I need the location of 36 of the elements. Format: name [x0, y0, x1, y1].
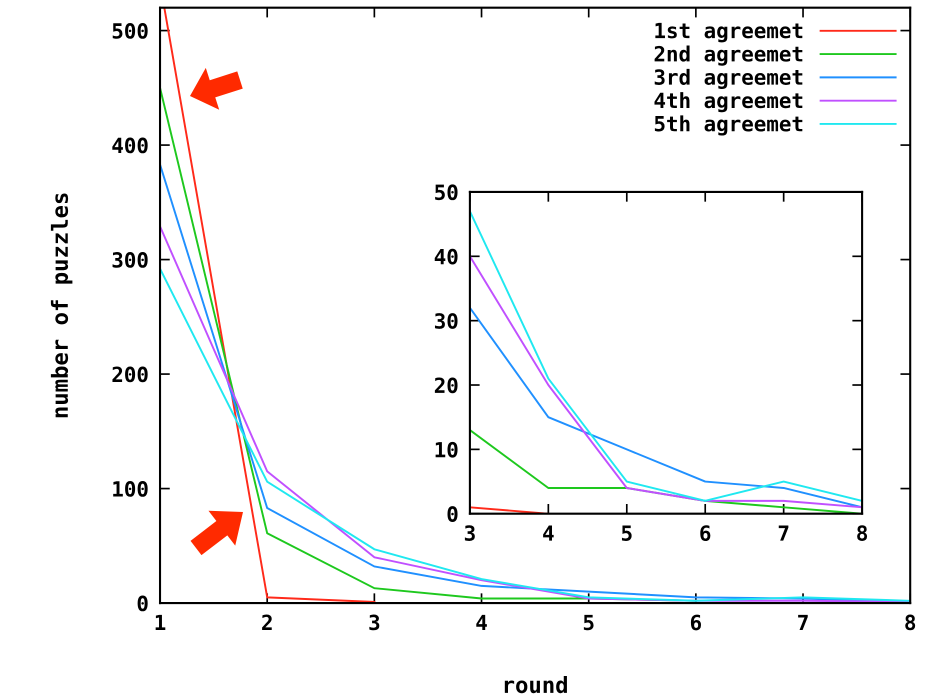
y-tick-label: 100	[113, 481, 148, 497]
line-series	[470, 255, 862, 508]
y-axis-title: number of puzzles	[50, 193, 72, 418]
y-tick-label: 40	[434, 248, 458, 265]
y-tick-label: 20	[434, 377, 458, 394]
legend-label: 2nd agreemet	[654, 46, 802, 66]
x-tick-label: 4	[476, 614, 487, 630]
legend-label: 5th agreemet	[654, 115, 802, 136]
y-tick-label: 0	[138, 596, 148, 612]
x-tick-label: 8	[857, 525, 868, 541]
x-tick-label: 6	[690, 614, 702, 630]
y-tick-label: 50	[435, 184, 458, 200]
x-tick-label: 5	[622, 525, 632, 541]
x-tick-label: 7	[798, 614, 808, 630]
legend-label: 1st agreemet	[655, 22, 802, 42]
y-tick-label: 30	[434, 313, 458, 329]
x-tick-label: 2	[262, 614, 272, 630]
x-tick-label: 5	[584, 614, 594, 630]
y-tick-label: 400	[112, 138, 148, 154]
x-tick-label: 7	[778, 525, 788, 541]
x-tick-label: 4	[543, 525, 554, 541]
legend-label: 4th agreemet	[654, 92, 802, 112]
line-series	[470, 210, 862, 502]
x-tick-label: 3	[464, 525, 475, 541]
y-tick-label: 300	[112, 252, 148, 268]
y-tick-label: 500	[112, 23, 148, 39]
x-tick-label: 1	[156, 614, 166, 630]
x-tick-label: 3	[369, 614, 380, 630]
legend-label: 3rd agreemet	[654, 68, 802, 89]
y-tick-label: 200	[112, 366, 148, 382]
line-series	[470, 306, 862, 508]
y-tick-label: 10	[436, 442, 458, 458]
x-tick-label: 8	[905, 614, 916, 630]
x-axis-title: round	[504, 676, 567, 694]
x-tick-label: 6	[700, 525, 710, 541]
y-tick-label: 0	[447, 506, 458, 522]
